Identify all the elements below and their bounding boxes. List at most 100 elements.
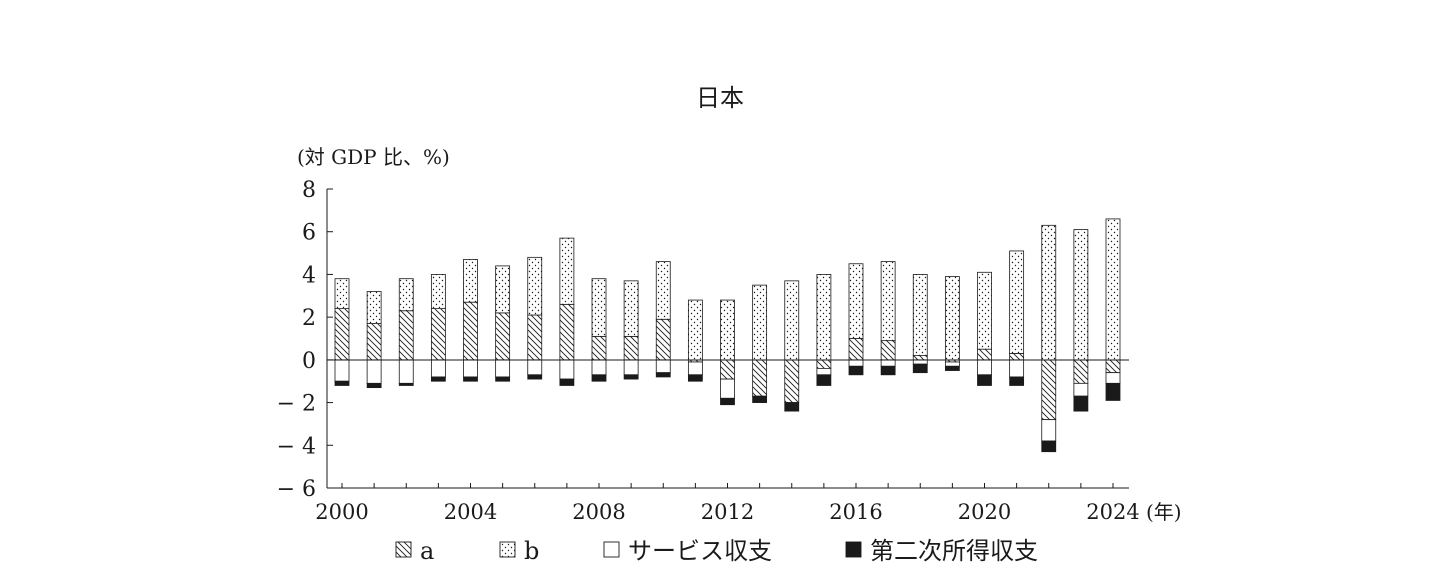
bar-white-2008 [591,359,607,376]
chart-title: 日本 [696,84,744,112]
bar-black-2001 [366,382,382,389]
bar-white-2021 [1009,359,1025,378]
bar-dots-2019 [944,276,960,361]
bar-white-2016 [848,359,864,367]
bar-white-2023 [1073,382,1089,397]
bar-black-2000 [334,380,350,386]
bar-diagonal-hatch-2003 [430,308,446,361]
bar-dots-2012 [720,299,735,361]
bar-white-2020 [977,359,992,376]
bar-white-2002 [398,359,414,384]
bar-black-2021 [1009,376,1025,386]
bar-black-2003 [430,376,446,382]
bar-diagonal-hatch-2013 [752,359,768,397]
bar-diagonal-hatch-2022 [1041,359,1057,421]
bar-diagonal-hatch-2010 [655,318,671,361]
legend-swatch-white [603,541,620,558]
x-tick-label: 2000 [315,500,368,524]
legend-label: サービス収支 [628,537,772,565]
y-tick-label: 8 [302,178,316,203]
y-ticks: 8 6 4 2 0 − 2 − 4 − 6 [277,178,333,502]
bar-dots-2023 [1073,229,1089,361]
legend-label: a [420,537,434,565]
bar-diagonal-hatch-2002 [398,310,414,361]
bar-diagonal-hatch-2021 [1009,353,1025,361]
bar-dots-2011 [687,299,703,361]
bar-black-2023 [1073,395,1089,412]
bar-dots-2006 [527,256,543,316]
bar-dots-2018 [912,274,928,356]
bar-white-2004 [463,359,478,378]
x-tick-label: 2016 [829,500,882,524]
bar-dots-2000 [334,278,350,310]
bar-white-2000 [334,359,350,382]
bar-white-2006 [527,359,543,376]
bar-black-2017 [880,365,896,376]
bar-black-2004 [463,376,478,382]
bar-diagonal-hatch-2014 [784,359,800,403]
bar-dots-2002 [398,278,414,312]
x-tick-label: 2012 [701,500,754,524]
bar-black-2016 [848,365,864,376]
bar-diagonal-hatch-2023 [1073,359,1089,384]
bar-diagonal-hatch-2018 [912,355,928,361]
bar-black-2006 [527,374,543,380]
bar-black-2013 [752,395,768,403]
bar-black-2007 [559,378,575,386]
bar-dots-2017 [880,261,896,342]
bar-dots-2007 [559,237,575,305]
bar-diagonal-hatch-2006 [527,314,543,361]
bar-black-2002 [398,382,414,386]
y-tick-label: − 2 [277,392,316,417]
bar-white-2017 [880,359,896,367]
bar-black-2005 [495,376,511,382]
legend-swatch-black [845,541,862,558]
bar-diagonal-hatch-2007 [559,303,575,361]
bar-dots-2016 [848,263,864,339]
bar-diagonal-hatch-2001 [366,323,382,361]
bar-black-2024 [1105,382,1121,401]
bar-diagonal-hatch-2020 [977,348,992,361]
bar-black-2012 [720,397,735,406]
bars-layer [334,218,1121,453]
bar-white-2010 [655,359,671,374]
bar-black-2009 [623,374,639,380]
bar-diagonal-hatch-2012 [720,359,735,380]
x-tick-label: 2020 [958,500,1011,524]
bar-white-2009 [623,359,639,376]
y-tick-label: − 6 [277,477,316,502]
bar-black-2019 [944,365,960,371]
bar-dots-2004 [463,259,478,303]
x-tick-label: 2008 [572,500,625,524]
bar-white-2005 [495,359,511,378]
bar-dots-2024 [1105,218,1121,361]
bar-white-2007 [559,359,575,380]
legend: a b サービス収支 第二次所得収支 [395,537,1038,565]
legend-swatch-dots [499,541,516,558]
bar-black-2020 [977,374,992,386]
bar-white-2018 [912,359,928,365]
bar-black-2011 [687,374,703,382]
bar-dots-2022 [1041,224,1057,361]
x-axis-label: (年) [1146,500,1182,524]
bar-diagonal-hatch-2016 [848,338,864,361]
x-tick-label: 2004 [444,500,497,524]
y-tick-label: 0 [302,349,316,374]
bar-diagonal-hatch-2005 [495,312,511,361]
bar-white-2011 [687,361,703,376]
bar-dots-2015 [816,274,832,361]
legend-swatch-diagonal-hatch [395,541,412,558]
legend-label: b [524,537,539,565]
bar-dots-2008 [591,278,607,337]
bar-diagonal-hatch-2008 [591,335,607,361]
bar-dots-2003 [430,274,446,309]
y-tick-label: − 4 [277,434,316,459]
bar-dots-2013 [752,284,768,361]
bar-dots-2010 [655,261,671,320]
bar-dots-2020 [977,271,992,350]
bar-white-2024 [1105,372,1121,384]
y-tick-label: 4 [302,263,316,288]
bar-white-2012 [720,378,735,399]
bar-dots-2009 [623,280,639,337]
